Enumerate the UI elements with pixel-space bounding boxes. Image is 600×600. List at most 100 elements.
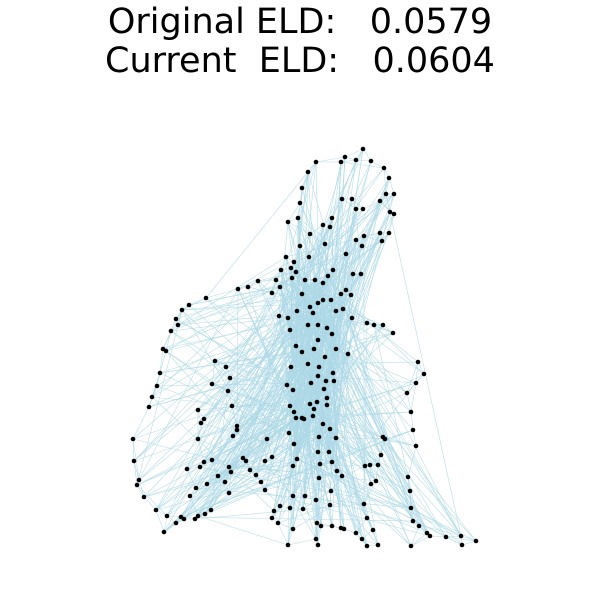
graph-edge <box>314 160 372 281</box>
graph-edge <box>312 312 428 534</box>
graph-node <box>390 330 396 336</box>
graph-edge <box>204 310 298 515</box>
graph-node <box>318 523 324 529</box>
graph-node <box>353 206 359 212</box>
graph-node <box>322 241 328 247</box>
graph-edge <box>406 392 412 413</box>
graph-node <box>383 191 389 197</box>
graph-edge <box>166 286 281 517</box>
graph-edge <box>136 309 183 486</box>
graph-node <box>299 415 305 421</box>
graph-node <box>377 230 383 236</box>
graph-node <box>294 456 300 462</box>
graph-node <box>370 527 376 533</box>
graph-node <box>164 513 170 519</box>
graph-node <box>271 508 277 514</box>
graph-node <box>192 516 198 522</box>
graph-edge <box>291 277 447 538</box>
graph-edge <box>445 535 462 538</box>
graph-node <box>327 426 333 432</box>
graph-node <box>320 222 326 228</box>
graph-edge <box>315 156 346 163</box>
graph-node <box>245 284 251 290</box>
graph-node <box>287 327 293 333</box>
graph-edge <box>415 361 419 384</box>
graph-node <box>305 361 311 367</box>
original-eld-line: Original ELD: 0.0579 <box>0 3 600 42</box>
graph-edge <box>287 528 294 546</box>
graph-node <box>228 469 234 475</box>
graph-edge <box>320 428 331 527</box>
graph-edge <box>327 208 364 277</box>
graph-node <box>288 364 294 370</box>
graph-node <box>308 380 314 386</box>
graph-node <box>294 308 300 314</box>
graph-node <box>315 322 321 328</box>
graph-node <box>473 538 479 544</box>
graph-node <box>368 481 374 487</box>
graph-node <box>320 297 326 303</box>
graph-edge <box>143 496 157 511</box>
graph-node <box>234 423 240 429</box>
graph-node <box>359 243 365 249</box>
graph-node <box>381 165 387 171</box>
node-layer <box>130 146 479 549</box>
current-eld-label: Current ELD: <box>105 41 340 81</box>
graph-node <box>285 219 291 225</box>
graph-node <box>339 473 345 479</box>
graph-node <box>407 488 413 494</box>
graph-edge <box>264 275 329 491</box>
graph-node <box>209 457 215 463</box>
graph-edge <box>183 351 303 520</box>
graph-edge <box>324 243 342 529</box>
graph-node <box>305 322 311 328</box>
graph-edge <box>156 293 303 387</box>
graph-node <box>179 307 185 313</box>
graph-edge <box>460 535 477 542</box>
graph-edge <box>236 288 239 431</box>
graph-edge <box>151 317 289 398</box>
graph-node <box>324 402 330 408</box>
graph-node <box>184 466 190 472</box>
graph-node <box>382 436 388 442</box>
graph-node <box>410 518 416 524</box>
graph-edge <box>155 310 298 511</box>
graph-edge <box>297 217 462 537</box>
graph-edge <box>292 293 342 497</box>
graph-edge <box>159 350 167 374</box>
graph-edge <box>177 256 287 326</box>
graph-edge <box>132 438 135 462</box>
graph-node <box>310 310 316 316</box>
graph-node <box>413 380 419 386</box>
graph-edge <box>297 217 311 235</box>
graph-node <box>377 198 383 204</box>
current-eld-value: 0.0604 <box>372 41 495 81</box>
graph-node <box>187 493 193 499</box>
graph-node <box>307 304 313 310</box>
graph-node <box>328 297 334 303</box>
graph-node <box>349 196 355 202</box>
graph-node <box>300 506 306 512</box>
graph-node <box>333 435 339 441</box>
graph-edge <box>340 293 425 375</box>
graph-node <box>288 265 294 271</box>
graph-node <box>209 381 215 387</box>
graph-edge <box>295 271 408 394</box>
graph-node <box>173 520 179 526</box>
graph-edge <box>138 288 239 481</box>
graph-node <box>323 378 329 384</box>
graph-node <box>443 534 449 540</box>
graph-node <box>222 479 228 485</box>
graph-edge <box>312 312 414 431</box>
graph-node <box>371 322 377 328</box>
graph-node <box>195 436 201 442</box>
graph-edge <box>224 279 316 483</box>
graph-edge <box>224 481 431 537</box>
graph-node <box>255 278 261 284</box>
graph-node <box>340 306 346 312</box>
graph-node <box>321 386 327 392</box>
graph-node <box>313 159 319 165</box>
graph-edge <box>293 443 379 546</box>
graph-edge <box>245 267 292 462</box>
graph-edge <box>410 411 414 431</box>
